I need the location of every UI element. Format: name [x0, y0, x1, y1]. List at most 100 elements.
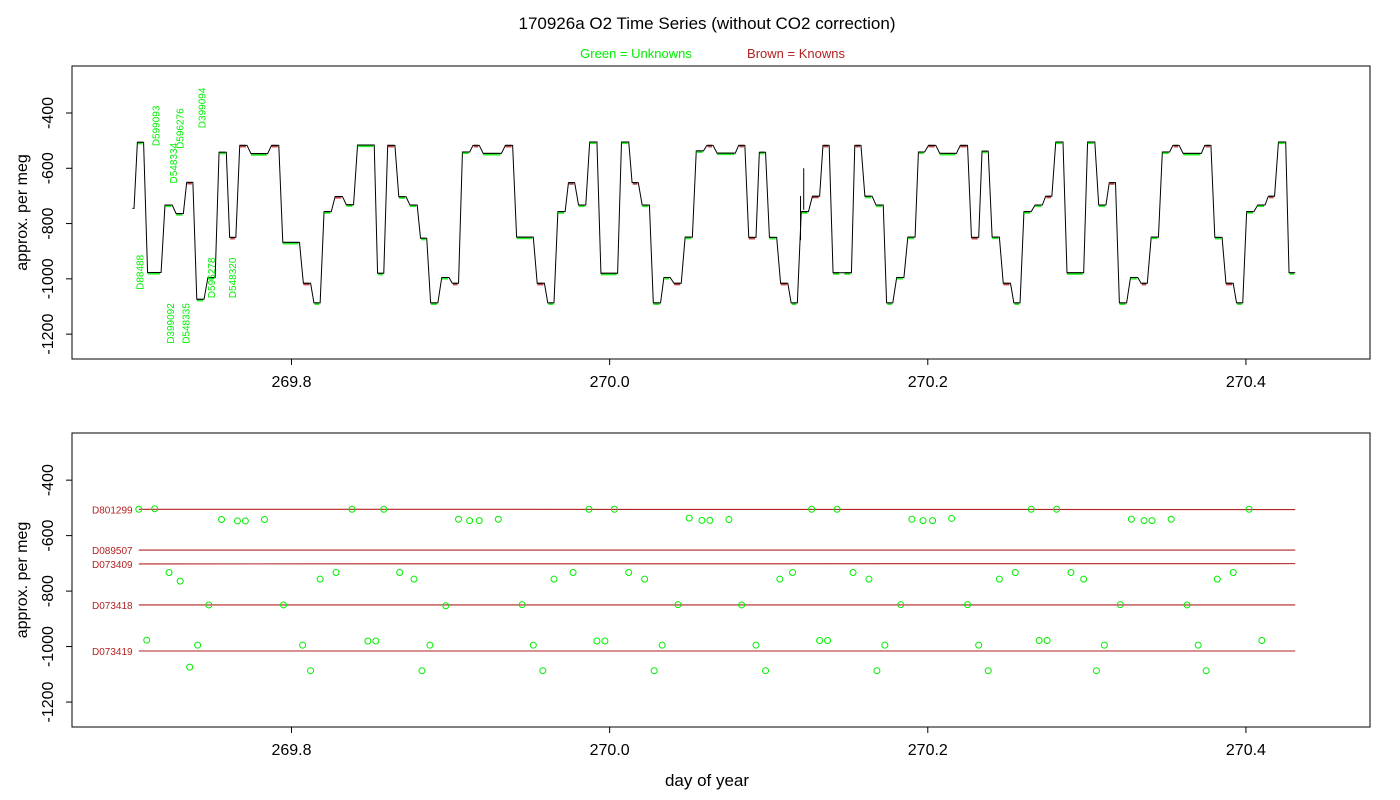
o2-trace-line	[132, 141, 1296, 304]
unknown-point	[964, 601, 972, 609]
unknown-point	[585, 505, 593, 513]
unknown-point	[372, 637, 380, 645]
reference-line	[138, 649, 1296, 653]
x-tick-label: 269.8	[271, 374, 311, 391]
unknown-point	[1116, 601, 1124, 609]
unknown-point	[280, 601, 288, 609]
y-axis-label: approx. per meg	[14, 522, 31, 639]
unknown-point	[1213, 575, 1221, 583]
x-tick-label: 270.4	[1226, 742, 1266, 759]
y-tick-label: -1000	[40, 626, 57, 667]
unknown-point	[442, 602, 450, 610]
y-axis-label: approx. per meg	[14, 154, 31, 271]
unknown-point	[984, 667, 992, 675]
unknown-point	[1229, 569, 1237, 577]
reference-line	[138, 508, 1296, 511]
sample-annotation: D548320	[228, 257, 239, 298]
unknown-point	[1080, 575, 1088, 583]
x-tick-label: 270.0	[590, 374, 630, 391]
unknown-point	[789, 569, 797, 577]
unknown-point	[824, 636, 832, 644]
unknown-point	[1258, 636, 1266, 644]
reference-line	[138, 603, 1296, 607]
unknown-point	[881, 641, 889, 649]
unknown-point	[1183, 601, 1191, 609]
legend-unknowns: Green = Unknowns	[580, 46, 692, 61]
y-tick-label: -1200	[40, 314, 57, 355]
unknown-point	[1027, 505, 1035, 513]
x-tick-label: 270.2	[908, 742, 948, 759]
unknown-point	[762, 667, 770, 675]
unknown-point	[410, 575, 418, 583]
y-tick-label: -600	[40, 520, 57, 552]
unknown-point	[143, 636, 151, 644]
plot-frame	[71, 432, 1371, 728]
unknown-point	[426, 641, 434, 649]
top-panel: -400 -600 -800 -1000 -1200 269.8 270.0 270.2 270…	[14, 65, 1371, 391]
unknown-point	[218, 516, 226, 524]
sample-annotation: D548335	[182, 303, 193, 344]
unknown-point	[849, 569, 857, 577]
unknown-point	[908, 515, 916, 523]
unknown-point	[550, 575, 558, 583]
unknown-point	[1067, 569, 1075, 577]
unknown-point	[1194, 641, 1202, 649]
unknown-point	[418, 667, 426, 675]
unknown-point	[658, 641, 666, 649]
reference-label: D073409	[92, 560, 133, 571]
unknown-point	[1053, 505, 1061, 513]
unknown-point	[601, 637, 609, 645]
reference-line	[138, 562, 1296, 565]
unknown-point	[833, 505, 841, 513]
y-tick-label: -800	[40, 207, 57, 239]
unknown-point	[706, 516, 714, 524]
sample-annotation: D548334	[169, 142, 180, 183]
unknown-point	[186, 663, 194, 671]
unknown-point	[494, 515, 502, 523]
unknown-point	[865, 575, 873, 583]
unknown-point	[475, 517, 483, 525]
unknown-point	[233, 517, 241, 525]
sample-annotation: D399092	[166, 303, 177, 344]
unknown-point	[1202, 667, 1210, 675]
unknown-point	[396, 569, 404, 577]
bottom-panel: -400 -600 -800 -1000 -1200 269.8 270.0 270.2 270…	[14, 432, 1371, 759]
y-tick-label: -800	[40, 575, 57, 607]
sample-annotation: D88488	[136, 254, 147, 289]
x-tick-label: 270.2	[908, 374, 948, 391]
unknown-point	[151, 505, 159, 513]
sample-annotation: D599093	[151, 105, 162, 146]
y-tick-label: -1000	[40, 258, 57, 299]
unknown-point	[816, 636, 824, 644]
unknown-point	[610, 505, 618, 513]
unknown-point	[455, 515, 463, 523]
unknown-point	[539, 667, 547, 675]
unknown-point	[1043, 636, 1051, 644]
unknown-point	[738, 601, 746, 609]
unknown-point	[529, 641, 537, 649]
unknown-point	[1100, 641, 1108, 649]
unknown-point	[641, 575, 649, 583]
unknown-point	[1035, 636, 1043, 644]
x-axis-label: day of year	[665, 771, 749, 790]
unknown-point	[135, 505, 143, 513]
unknown-point	[1148, 517, 1156, 525]
unknown-point	[332, 569, 340, 577]
unknown-point	[995, 575, 1003, 583]
unknown-point	[260, 516, 268, 524]
unknown-point	[776, 575, 784, 583]
x-tick-label: 270.0	[590, 742, 630, 759]
reference-label: D089507	[92, 546, 133, 557]
unknown-point	[897, 601, 905, 609]
y-tick-label: -600	[40, 152, 57, 184]
unknown-point	[205, 601, 213, 609]
reference-label: D801299	[92, 505, 133, 516]
unknown-point	[808, 505, 816, 513]
unknown-point	[518, 601, 526, 609]
unknown-point	[348, 505, 356, 513]
plot-frame	[71, 65, 1371, 360]
unknown-point	[873, 667, 881, 675]
unknown-point	[466, 517, 474, 525]
reference-label: D073419	[92, 647, 133, 658]
unknown-point	[1092, 667, 1100, 675]
